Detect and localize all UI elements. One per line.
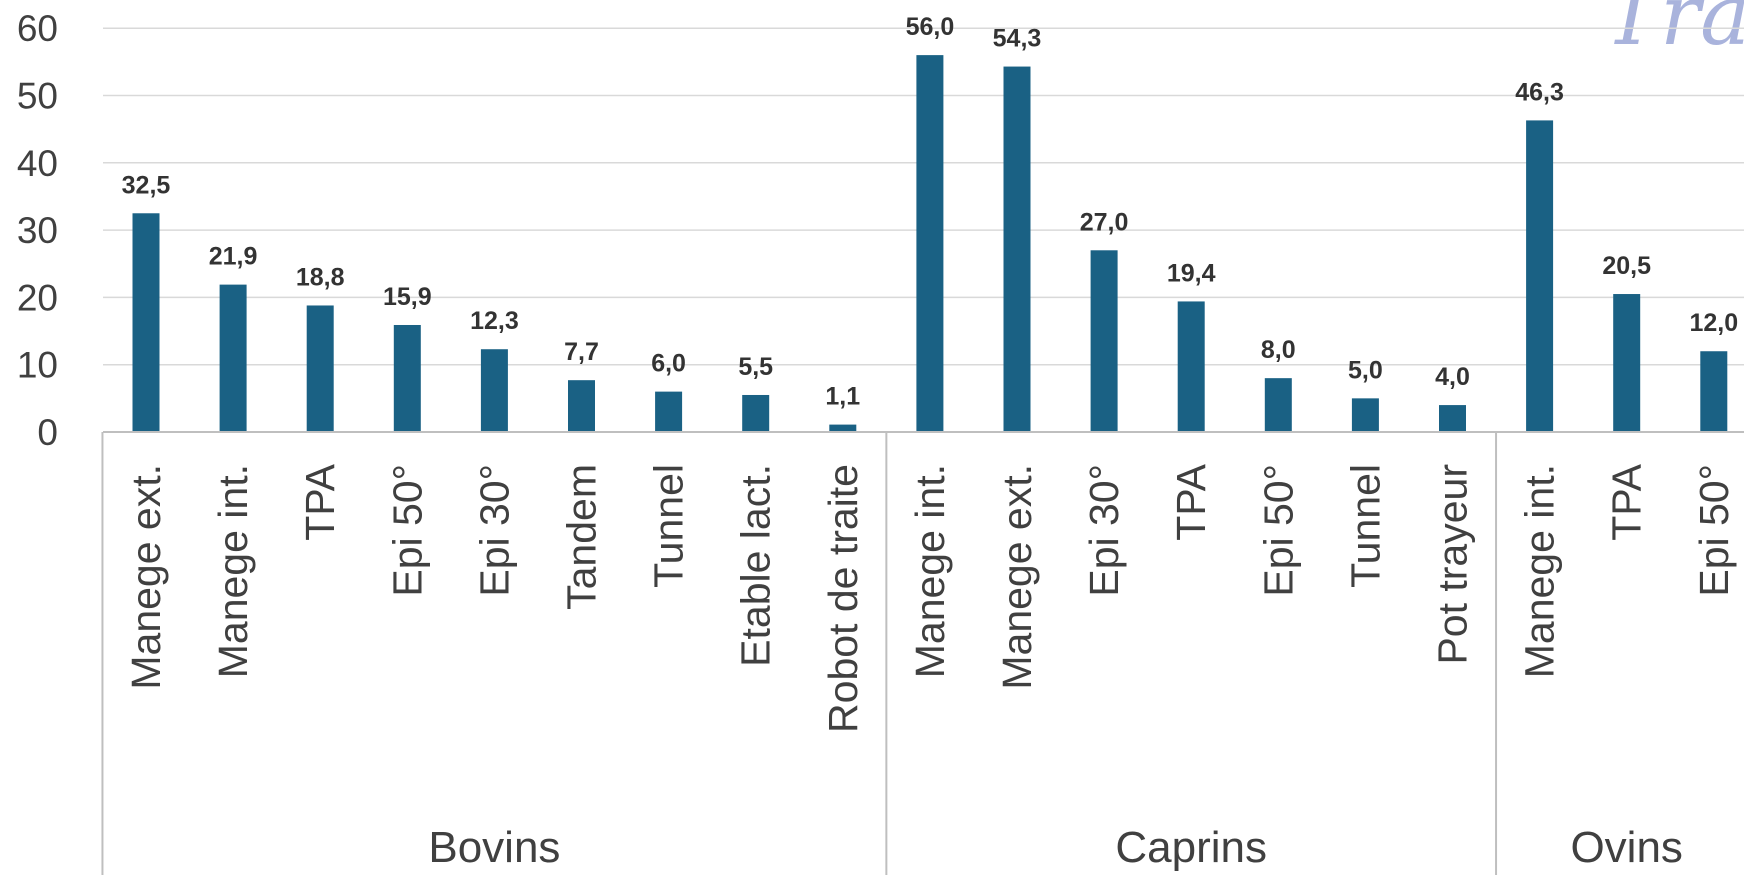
data-label-bovins-3: 15,9 <box>383 283 432 311</box>
y-tick-label-30: 30 <box>17 210 58 251</box>
category-label-bovins-6: Tunnel <box>646 464 692 588</box>
category-label-bovins-5: Tandem <box>559 464 605 610</box>
y-tick-label-20: 20 <box>17 277 58 318</box>
category-label-bovins-8: Robot de traite <box>820 464 866 733</box>
bar-caprins-2 <box>1090 250 1118 432</box>
group-label-caprins: Caprins <box>1115 823 1267 872</box>
data-label-bovins-4: 12,3 <box>470 307 519 335</box>
data-label-caprins-6: 4,0 <box>1435 363 1470 391</box>
category-label-bovins-7: Etable lact. <box>733 464 779 667</box>
group-label-ovins: Ovins <box>1570 823 1682 872</box>
y-axis-ticks: 0 10 20 30 40 50 60 <box>17 8 58 453</box>
category-label-caprins-4: Epi 50° <box>1255 464 1301 597</box>
category-label-bovins-1: Manege int. <box>210 464 256 678</box>
category-label-caprins-3: TPA <box>1168 463 1214 540</box>
data-label-caprins-4: 8,0 <box>1261 336 1296 364</box>
category-label-caprins-2: Epi 30° <box>1081 464 1127 597</box>
data-label-caprins-3: 19,4 <box>1167 259 1216 287</box>
category-label-bovins-0: Manege ext. <box>123 464 169 690</box>
bar-bovins-0 <box>132 213 160 432</box>
category-label-bovins-4: Epi 30° <box>471 464 517 597</box>
data-labels: 32,5 21,9 18,8 15,9 12,3 7,7 6,0 5,5 1,1 56,0 54,3… <box>122 13 1738 410</box>
bar-bovins-4 <box>480 349 508 432</box>
data-label-caprins-1: 54,3 <box>993 25 1042 53</box>
data-label-caprins-2: 27,0 <box>1080 208 1129 236</box>
bar-caprins-0 <box>916 55 944 433</box>
data-label-ovins-1: 20,5 <box>1602 252 1651 280</box>
bar-ovins-1 <box>1613 294 1641 432</box>
bar-caprins-5 <box>1351 398 1379 432</box>
data-label-bovins-8: 1,1 <box>825 383 860 411</box>
bar-caprins-4 <box>1264 378 1292 432</box>
data-label-ovins-0: 46,3 <box>1515 78 1564 106</box>
group-label-bovins: Bovins <box>428 823 560 872</box>
data-label-bovins-5: 7,7 <box>564 338 599 366</box>
group-labels: Bovins Caprins Ovins <box>428 823 1683 872</box>
y-tick-label-40: 40 <box>17 143 58 184</box>
data-label-bovins-6: 6,0 <box>651 350 686 378</box>
x-axis <box>101 431 1744 875</box>
bar-bovins-2 <box>306 305 334 432</box>
bar-ovins-2 <box>1700 351 1728 432</box>
bar-ovins-0 <box>1526 120 1554 432</box>
bar-bovins-8 <box>829 424 857 432</box>
y-tick-label-50: 50 <box>17 76 58 117</box>
bar-caprins-6 <box>1439 405 1466 432</box>
category-label-bovins-3: Epi 50° <box>384 464 430 597</box>
category-label-caprins-5: Tunnel <box>1342 464 1388 588</box>
category-label-caprins-0: Manege int. <box>907 464 953 678</box>
category-label-bovins-2: TPA <box>297 463 343 540</box>
category-label-caprins-1: Manege ext. <box>994 464 1040 690</box>
bar-caprins-3 <box>1177 301 1205 432</box>
data-label-caprins-5: 5,0 <box>1348 356 1383 384</box>
bar-caprins-1 <box>1003 66 1031 432</box>
bar-bovins-5 <box>568 380 595 432</box>
category-label-ovins-2: Epi 50° <box>1691 464 1737 597</box>
bar-bovins-7 <box>742 394 770 432</box>
data-label-bovins-7: 5,5 <box>738 353 773 381</box>
data-label-bovins-0: 32,5 <box>122 171 171 199</box>
bar-bovins-3 <box>393 324 421 432</box>
bars <box>132 55 1728 433</box>
watermark-layer: Trait <box>1604 0 1744 64</box>
y-tick-label-60: 60 <box>17 8 58 49</box>
category-label-caprins-6: Pot trayeur <box>1430 464 1476 665</box>
category-label-ovins-0: Manege int. <box>1517 464 1563 678</box>
data-label-bovins-1: 21,9 <box>209 243 258 271</box>
data-label-caprins-0: 56,0 <box>906 13 955 41</box>
bar-bovins-6 <box>655 391 683 432</box>
watermark-text: Trait <box>1604 0 1744 64</box>
category-label-ovins-1: TPA <box>1604 463 1650 540</box>
category-labels: Manege ext. Manege int. TPA Epi 50° Epi 30° T… <box>123 463 1737 733</box>
y-tick-label-10: 10 <box>17 345 58 386</box>
data-label-bovins-2: 18,8 <box>296 263 345 291</box>
data-label-ovins-2: 12,0 <box>1689 309 1738 337</box>
y-tick-label-0: 0 <box>37 412 58 453</box>
bar-bovins-1 <box>219 284 247 432</box>
